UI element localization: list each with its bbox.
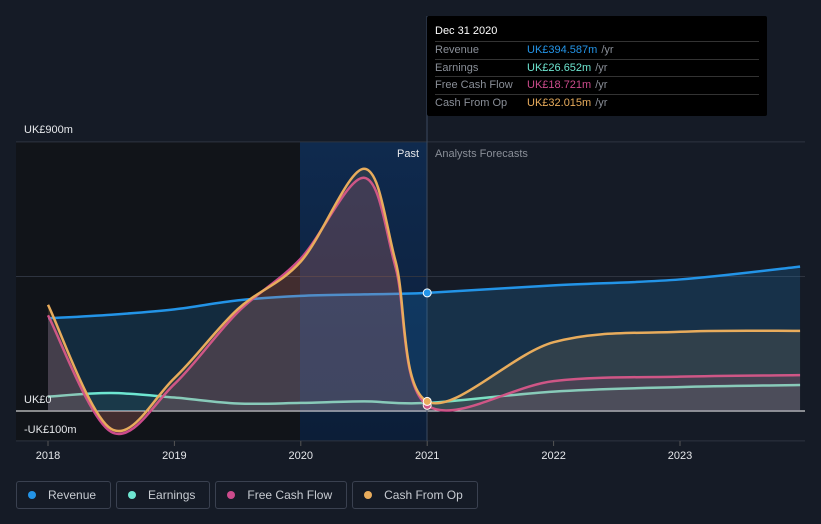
legend-item-earnings[interactable]: Earnings: [116, 481, 211, 509]
y-tick-label: UK£900m: [24, 124, 73, 136]
revenue-marker[interactable]: [422, 288, 432, 298]
past-background: [16, 142, 300, 441]
cash-from-op-line: [46, 167, 801, 433]
legend-label: Free Cash Flow: [247, 488, 333, 502]
forecast-label: Analysts Forecasts: [435, 148, 528, 160]
cash-from-op-area: [48, 168, 801, 432]
tooltip: Dec 31 2020 Revenue UK£394.587m/yr Earning…: [427, 16, 767, 116]
tooltip-label: Free Cash Flow: [435, 79, 513, 92]
tooltip-row: Earnings UK£26.652m/yr: [435, 58, 759, 77]
tooltip-value: UK£394.587m: [527, 44, 598, 57]
x-tick-label: 2020: [289, 450, 313, 462]
y-tick-label: UK£0: [24, 394, 52, 406]
revenue-area: [48, 266, 801, 411]
tooltip-value: UK£32.015m: [527, 96, 592, 109]
past-highlight: [300, 142, 427, 441]
tooltip-unit: /yr: [601, 44, 614, 57]
y-tick-label: -UK£100m: [24, 424, 77, 436]
tooltip-date: Dec 31 2020: [435, 25, 498, 37]
x-tick-label: 2018: [36, 450, 60, 462]
tooltip-unit: /yr: [595, 96, 608, 109]
x-tick-label: 2021: [415, 450, 439, 462]
x-tick-label: 2019: [162, 450, 186, 462]
tooltip-label: Earnings: [435, 61, 479, 74]
legend-dot-icon: [364, 491, 373, 499]
tooltip-unit: /yr: [595, 79, 608, 92]
cash-from-op-marker[interactable]: [422, 396, 432, 406]
chart: UK£900m UK£0 -UK£100m 2018 2019 2020 2021 2022 2…: [16, 16, 805, 462]
legend-label: Cash From Op: [384, 488, 463, 502]
legend-dot-icon: [227, 491, 236, 499]
tooltip-label: Cash From Op: [435, 96, 508, 109]
tooltip-label: Revenue: [435, 44, 480, 57]
legend-dot-icon: [128, 491, 137, 499]
legend-dot-icon: [28, 491, 36, 499]
past-label: Past: [397, 148, 419, 160]
legend-label: Revenue: [48, 488, 97, 502]
legend-item-free-cash-flow[interactable]: Free Cash Flow: [215, 481, 348, 509]
x-tick-label: 2022: [541, 450, 565, 462]
legend-item-revenue[interactable]: Revenue: [16, 481, 112, 509]
free-cash-flow-area: [48, 177, 801, 434]
legend-item-cash-from-op[interactable]: Cash From Op: [352, 481, 478, 509]
free-cash-flow-line: [46, 176, 801, 436]
tooltip-value: UK£26.652m: [527, 61, 592, 74]
tooltip-row: Free Cash Flow UK£18.721m/yr: [435, 76, 759, 94]
revenue-line: [47, 265, 801, 320]
tooltip-unit: /yr: [595, 61, 608, 74]
tooltip-row: Revenue UK£394.587m/yr: [435, 41, 759, 59]
legend: Revenue Earnings Free Cash Flow Cash From O…: [16, 481, 478, 509]
tooltip-row: Cash From Op UK£32.015m/yr: [435, 93, 759, 112]
legend-label: Earnings: [148, 488, 196, 502]
x-tick-label: 2023: [668, 450, 692, 462]
tooltip-value: UK£18.721m: [527, 79, 592, 92]
